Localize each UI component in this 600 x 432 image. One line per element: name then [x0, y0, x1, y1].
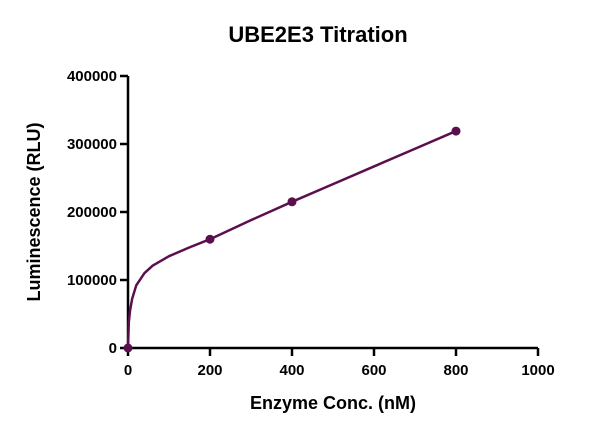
data-point	[451, 126, 461, 136]
chart-title: UBE2E3 Titration	[228, 22, 407, 47]
data-point	[123, 343, 133, 353]
y-tick-label: 0	[109, 340, 117, 357]
y-tick-label: 400000	[67, 68, 117, 85]
y-tick-label: 100000	[67, 272, 117, 289]
y-axis-label: Luminescence (RLU)	[24, 122, 44, 301]
x-axis-label: Enzyme Conc. (nM)	[250, 393, 416, 413]
x-tick-label: 600	[361, 362, 386, 379]
x-ticks: 0 200 400 600 800 1000	[124, 348, 555, 379]
x-tick-label: 800	[443, 362, 468, 379]
x-tick-label: 1000	[521, 362, 554, 379]
data-point	[205, 234, 215, 244]
plot-area	[123, 126, 461, 353]
x-tick-label: 0	[124, 362, 132, 379]
axes	[126, 76, 538, 350]
x-tick-label: 400	[279, 362, 304, 379]
y-ticks: 0 100000 200000 300000 400000	[67, 68, 128, 357]
series-fit-line	[126, 129, 457, 349]
data-point	[287, 197, 297, 207]
y-tick-label: 300000	[67, 136, 117, 153]
y-tick-label: 200000	[67, 204, 117, 221]
x-tick-label: 200	[197, 362, 222, 379]
